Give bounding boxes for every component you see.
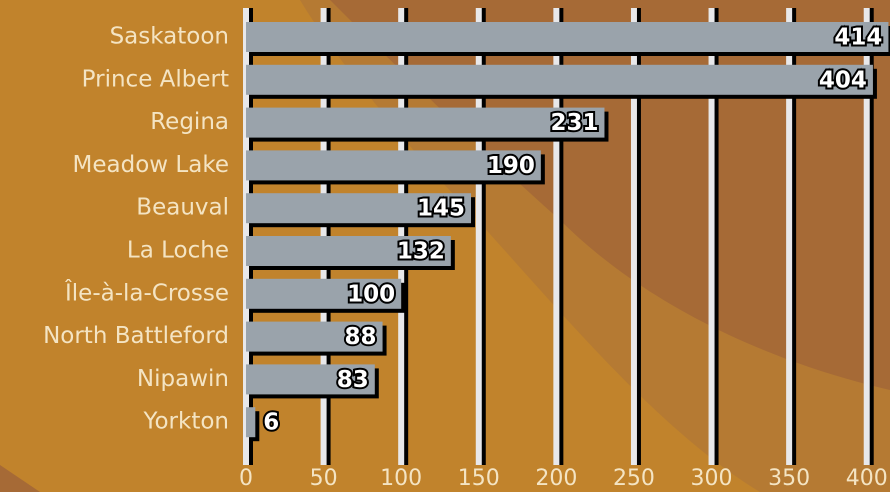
grid-line [786, 8, 793, 465]
background-shape [0, 465, 40, 492]
category-label: Meadow Lake [73, 152, 229, 178]
value-label: 100 [347, 281, 395, 307]
x-tick-label: 150 [458, 466, 500, 491]
grid-line-shadow [479, 8, 486, 465]
value-label: 83 [337, 367, 369, 393]
grid-line [630, 8, 637, 465]
category-label: Saskatoon [110, 24, 229, 50]
value-label: 6 [263, 410, 279, 436]
value-label: 88 [345, 324, 377, 350]
grid-line [553, 8, 560, 465]
grid-line-shadow [790, 8, 797, 465]
value-label: 231 [550, 110, 598, 136]
x-tick-label: 50 [310, 466, 338, 491]
category-label: Île-à-la-Crosse [64, 278, 229, 306]
bar [246, 193, 472, 224]
value-label: 145 [417, 196, 465, 222]
x-tick-label: 250 [613, 466, 655, 491]
x-tick-label: 100 [380, 466, 422, 491]
value-label: 404 [819, 67, 867, 93]
grid-line [708, 8, 715, 465]
bar [246, 407, 256, 438]
bar [246, 321, 383, 352]
category-label: Nipawin [137, 366, 229, 392]
value-label: 414 [834, 25, 882, 51]
value-label: 190 [487, 153, 535, 179]
x-tick-label: 300 [691, 466, 733, 491]
grid-line [863, 8, 870, 465]
x-tick-label: 350 [768, 466, 810, 491]
x-tick-label: 0 [239, 466, 253, 491]
value-label: 132 [397, 239, 445, 265]
bar [246, 278, 402, 309]
bar [246, 22, 889, 52]
category-label: Yorkton [142, 409, 229, 435]
category-label: North Battleford [43, 323, 229, 349]
grid-line-shadow [867, 8, 874, 465]
category-label: Prince Albert [82, 66, 229, 92]
bar [246, 364, 375, 395]
bar [246, 236, 451, 266]
grid-line-shadow [634, 8, 641, 465]
category-label: La Loche [127, 238, 229, 264]
bar [246, 64, 873, 95]
grid-line [475, 8, 482, 465]
grid-line-shadow [557, 8, 564, 465]
bar [246, 150, 541, 181]
category-label: Regina [150, 109, 229, 135]
bar [246, 107, 605, 138]
x-tick-label: 200 [535, 466, 577, 491]
grid-line-shadow [712, 8, 719, 465]
x-tick-label: 400 [846, 466, 888, 491]
category-label: Beauval [136, 195, 229, 221]
